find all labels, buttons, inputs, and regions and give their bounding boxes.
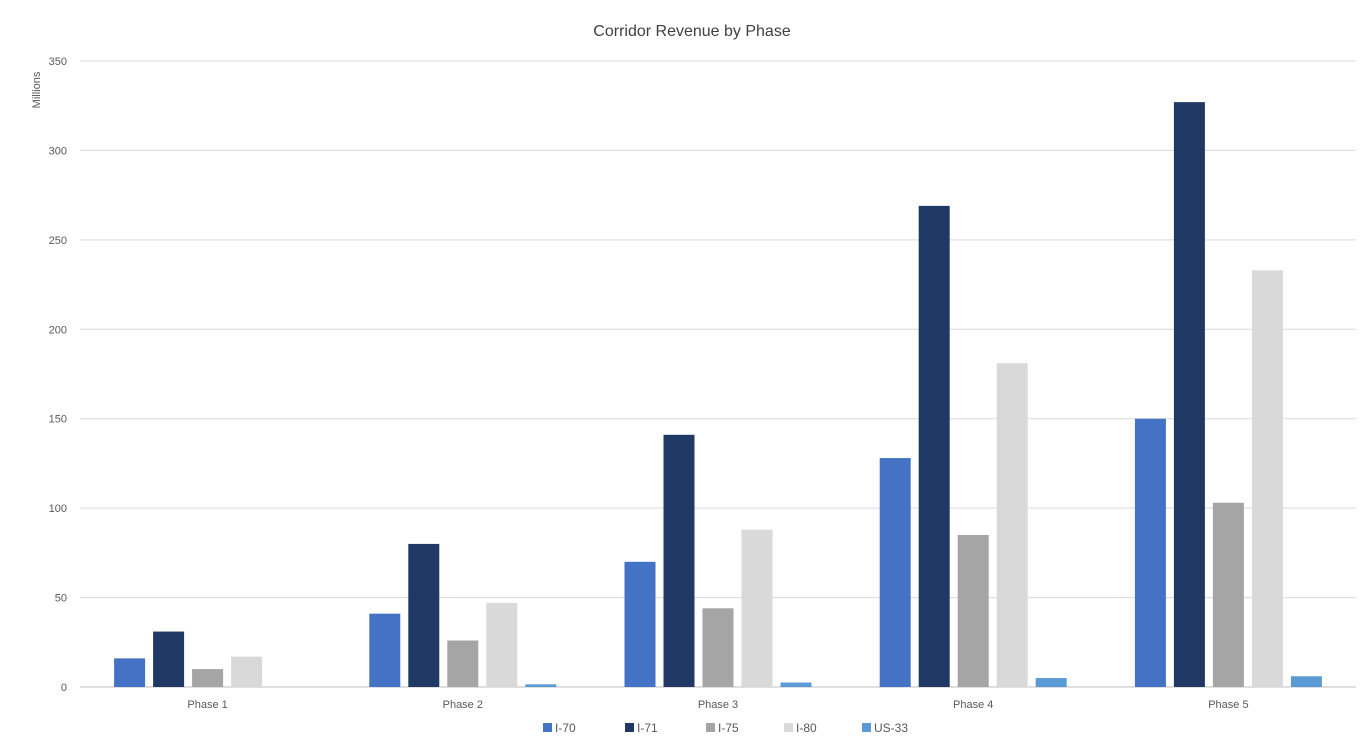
legend-label: I-70 <box>555 721 576 735</box>
bar-i-75-phase-2 <box>447 640 479 687</box>
gridlines <box>80 60 1356 688</box>
bar-i-71-phase-5 <box>1173 102 1205 687</box>
bar-i-71-phase-4 <box>918 205 950 688</box>
bar-us-33-phase-5 <box>1290 676 1322 687</box>
y-tick-label: 100 <box>49 503 67 515</box>
legend-swatch <box>625 723 634 732</box>
x-tick-label: Phase 1 <box>187 699 227 711</box>
x-tick-label: Phase 5 <box>1208 699 1248 711</box>
bar-i-71-phase-1 <box>153 631 185 687</box>
legend-label: US-33 <box>874 721 908 735</box>
bar-us-33-phase-2 <box>525 684 557 687</box>
x-tick-label: Phase 4 <box>953 699 993 711</box>
bar-i-75-phase-5 <box>1212 502 1244 687</box>
legend-label: I-75 <box>718 721 739 735</box>
bar-i-70-phase-5 <box>1134 418 1166 687</box>
bar-i-71-phase-2 <box>408 543 440 687</box>
y-tick-label: 50 <box>55 593 67 605</box>
bar-us-33-phase-4 <box>1035 678 1067 687</box>
chart-title: Corridor Revenue by Phase <box>593 23 791 40</box>
bar-i-75-phase-3 <box>702 608 734 687</box>
y-tick-label: 0 <box>61 682 67 694</box>
bar-i-80-phase-1 <box>231 656 263 687</box>
bar-i-80-phase-4 <box>996 363 1028 687</box>
bar-i-75-phase-4 <box>957 534 989 687</box>
y-axis-label: Millions <box>31 71 43 108</box>
x-tick-label: Phase 2 <box>443 699 483 711</box>
bars <box>114 102 1322 688</box>
bar-us-33-phase-3 <box>780 682 812 687</box>
legend-swatch <box>862 723 871 732</box>
bar-i-80-phase-5 <box>1251 270 1283 687</box>
bar-i-70-phase-4 <box>879 458 911 687</box>
legend: I-70 I-71 I-75 I-80 US-33 <box>543 721 908 735</box>
y-axis-ticks: 0 50 100 150 200 250 300 350 <box>49 56 67 694</box>
legend-swatch <box>784 723 793 732</box>
bar-i-70-phase-1 <box>114 658 146 687</box>
bar-i-70-phase-3 <box>624 561 656 687</box>
bar-i-80-phase-2 <box>486 602 518 687</box>
legend-label: I-71 <box>637 721 658 735</box>
y-tick-label: 250 <box>49 235 67 247</box>
bar-i-75-phase-1 <box>192 669 224 687</box>
legend-swatch <box>543 723 552 732</box>
y-tick-label: 200 <box>49 324 67 336</box>
bar-i-80-phase-3 <box>741 529 773 687</box>
y-tick-label: 350 <box>49 56 67 68</box>
x-axis-ticks: Phase 1 Phase 2 Phase 3 Phase 4 Phase 5 <box>187 699 1248 711</box>
bar-i-70-phase-2 <box>369 613 401 687</box>
y-tick-label: 150 <box>49 414 67 426</box>
x-tick-label: Phase 3 <box>698 699 738 711</box>
legend-swatch <box>706 723 715 732</box>
legend-label: I-80 <box>796 721 817 735</box>
y-tick-label: 300 <box>49 145 67 157</box>
bar-i-71-phase-3 <box>663 434 695 687</box>
